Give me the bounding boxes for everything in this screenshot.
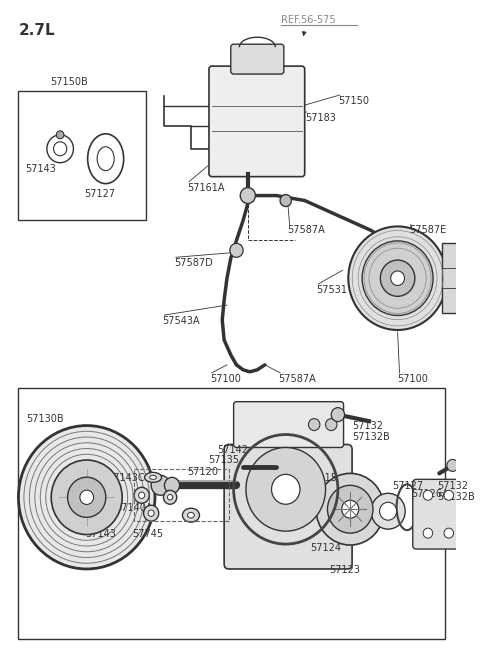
Text: 57140A: 57140A	[115, 503, 153, 513]
Text: 57143C: 57143C	[108, 473, 145, 483]
Circle shape	[316, 473, 384, 545]
Text: 57543A: 57543A	[163, 316, 200, 326]
Text: 57135: 57135	[208, 455, 239, 466]
Circle shape	[331, 407, 345, 422]
Text: 57143: 57143	[25, 164, 56, 174]
Ellipse shape	[188, 513, 194, 518]
Text: 57124: 57124	[311, 543, 341, 553]
Ellipse shape	[182, 508, 200, 522]
Text: 57123: 57123	[329, 565, 360, 575]
Text: 2.7L: 2.7L	[18, 24, 55, 39]
Text: REF.56-575: REF.56-575	[281, 15, 336, 26]
Text: 57132: 57132	[437, 481, 468, 491]
Circle shape	[165, 477, 180, 493]
Text: 57127: 57127	[84, 188, 115, 199]
Circle shape	[380, 260, 415, 296]
Text: 57147: 57147	[85, 495, 116, 506]
FancyBboxPatch shape	[231, 44, 284, 74]
Text: 57127: 57127	[392, 481, 423, 491]
Circle shape	[240, 188, 255, 203]
Text: 57115: 57115	[307, 473, 337, 483]
Ellipse shape	[168, 494, 173, 500]
Text: 57150: 57150	[338, 96, 369, 106]
Text: 57745: 57745	[132, 529, 163, 539]
FancyBboxPatch shape	[209, 66, 305, 177]
Circle shape	[51, 460, 122, 534]
Bar	[442, 243, 478, 313]
Circle shape	[327, 485, 373, 533]
Circle shape	[362, 241, 433, 315]
Ellipse shape	[144, 506, 159, 521]
FancyBboxPatch shape	[224, 445, 352, 569]
Circle shape	[309, 419, 320, 430]
Circle shape	[68, 477, 106, 517]
Circle shape	[80, 490, 94, 504]
Text: 57132B: 57132B	[437, 492, 475, 502]
Ellipse shape	[134, 487, 149, 503]
FancyBboxPatch shape	[234, 402, 344, 447]
Text: 57132B: 57132B	[352, 432, 390, 441]
Circle shape	[444, 490, 454, 500]
Text: 57130B: 57130B	[26, 413, 64, 424]
Circle shape	[342, 500, 359, 518]
Circle shape	[56, 131, 64, 139]
Circle shape	[423, 528, 432, 538]
Text: 57100: 57100	[210, 374, 241, 384]
Text: 57183: 57183	[305, 113, 336, 123]
Circle shape	[18, 426, 155, 569]
Circle shape	[447, 460, 458, 472]
Text: 57587E: 57587E	[409, 226, 446, 235]
Circle shape	[371, 493, 405, 529]
Text: 57132: 57132	[352, 421, 383, 430]
Text: 57126A: 57126A	[411, 489, 448, 499]
Ellipse shape	[164, 490, 177, 504]
Text: 57587A: 57587A	[278, 374, 316, 384]
Text: 57587D: 57587D	[174, 258, 213, 268]
Ellipse shape	[148, 510, 154, 517]
Text: 57150B: 57150B	[51, 77, 88, 87]
Circle shape	[230, 243, 243, 257]
Circle shape	[380, 502, 396, 520]
Text: 57531: 57531	[316, 285, 347, 295]
Circle shape	[272, 474, 300, 504]
Text: 57100: 57100	[397, 374, 429, 384]
Text: 57142: 57142	[217, 445, 249, 455]
Circle shape	[280, 194, 291, 207]
Ellipse shape	[139, 492, 144, 498]
Ellipse shape	[150, 475, 156, 479]
Circle shape	[348, 226, 447, 330]
FancyBboxPatch shape	[413, 479, 468, 549]
Ellipse shape	[144, 472, 162, 483]
Circle shape	[325, 419, 337, 430]
Bar	[134, 470, 229, 521]
Circle shape	[444, 528, 454, 538]
Text: 57143: 57143	[85, 529, 116, 539]
Circle shape	[151, 475, 170, 495]
Bar	[18, 388, 445, 639]
Text: 57587A: 57587A	[288, 226, 325, 235]
Text: 57161A: 57161A	[187, 182, 225, 193]
Circle shape	[423, 490, 432, 500]
Bar	[18, 91, 146, 220]
Text: 57120: 57120	[187, 468, 218, 477]
Circle shape	[391, 271, 405, 285]
Circle shape	[246, 447, 325, 531]
